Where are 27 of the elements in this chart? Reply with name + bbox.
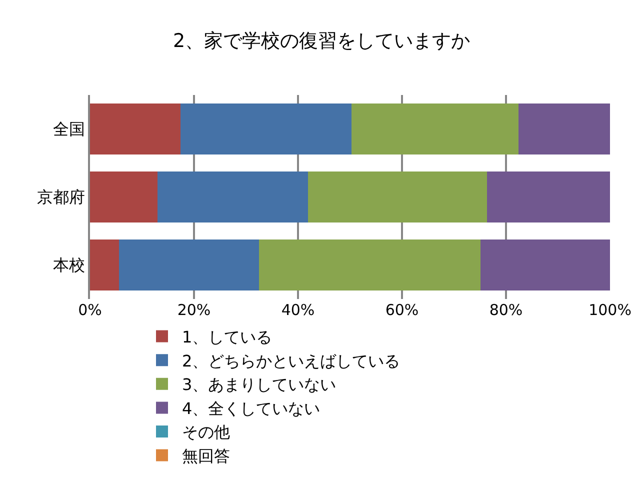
bar [180, 104, 352, 154]
legend-label: 3、あまりしていない [182, 375, 336, 394]
legend-label: 2、どちらかといえばしている [182, 351, 400, 370]
x-tick-label: 100% [588, 301, 632, 319]
legend-label: 4、全くしていない [182, 398, 320, 418]
chart-title: 2、家で学校の復習をしていますか [172, 30, 470, 52]
bar [158, 172, 308, 222]
bar [90, 172, 158, 222]
legend-label: 無回答 [182, 446, 230, 466]
bar [119, 240, 259, 290]
y-tick-label: 本校 [52, 256, 85, 275]
bar [486, 172, 610, 222]
x-tick-label: 20% [177, 301, 211, 319]
bar [518, 104, 610, 154]
y-tick-label: 全国 [52, 120, 85, 139]
x-tick-label: 40% [281, 301, 315, 319]
bar [90, 104, 180, 154]
bar [259, 240, 481, 290]
bar [308, 172, 487, 222]
bar [480, 240, 610, 290]
y-tick-label: 京都府 [36, 188, 85, 207]
bar [90, 240, 120, 290]
x-tick-label: 60% [385, 301, 419, 319]
x-tick-label: 0% [78, 301, 102, 319]
x-tick-label: 80% [489, 301, 523, 319]
legend-label: 1、している [182, 328, 272, 347]
bar [352, 104, 518, 154]
